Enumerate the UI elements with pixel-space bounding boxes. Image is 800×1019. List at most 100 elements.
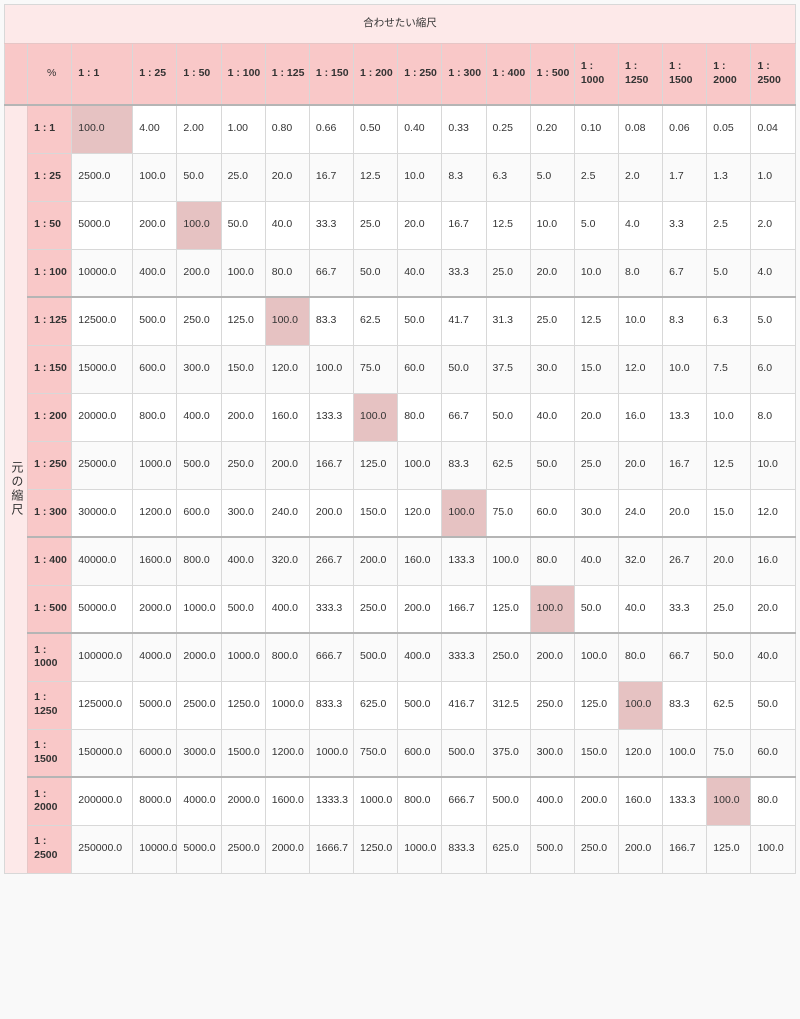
table-cell: 50.0 [177,153,221,201]
table-cell: 5000.0 [133,681,177,729]
table-cell: 1000.0 [398,825,442,873]
table-cell: 200000.0 [72,777,133,825]
table-cell: 40.0 [398,249,442,297]
table-cell: 8.3 [663,297,707,345]
table-cell: 4000.0 [177,777,221,825]
table-cell: 100.0 [663,729,707,777]
column-header: 1 : 2000 [707,44,751,106]
table-cell: 6.0 [751,345,796,393]
column-header: 1 : 2500 [751,44,796,106]
table-cell: 250.0 [354,585,398,633]
table-cell: 80.0 [398,393,442,441]
table-cell: 4000.0 [133,633,177,681]
table-cell: 100.0 [707,777,751,825]
table-cell: 400.0 [177,393,221,441]
table-cell: 300.0 [530,729,574,777]
table-cell: 250.0 [177,297,221,345]
table-cell: 166.7 [442,585,486,633]
table-cell: 125.0 [486,585,530,633]
column-header: 1 : 400 [486,44,530,106]
table-cell: 500.0 [221,585,265,633]
table-cell: 16.7 [442,201,486,249]
table-cell: 400.0 [221,537,265,585]
table-cell: 50.0 [751,681,796,729]
table-cell: 0.10 [574,105,618,153]
table-cell: 80.0 [751,777,796,825]
table-cell: 10.0 [751,441,796,489]
table-cell: 125.0 [707,825,751,873]
table-cell: 31.3 [486,297,530,345]
table-cell: 375.0 [486,729,530,777]
table-cell: 83.3 [309,297,353,345]
table-cell: 0.40 [398,105,442,153]
table-cell: 1000.0 [309,729,353,777]
table-cell: 625.0 [354,681,398,729]
table-cell: 200.0 [530,633,574,681]
table-cell: 50.0 [574,585,618,633]
table-cell: 10.0 [618,297,662,345]
column-header: 1 : 100 [221,44,265,106]
table-cell: 12.5 [574,297,618,345]
table-cell: 50.0 [354,249,398,297]
table-body: 元の縮尺1 : 1100.04.002.001.000.800.660.500.… [5,105,796,873]
row-header: 1 : 300 [28,489,72,537]
table-cell: 5000.0 [72,201,133,249]
table-cell: 300.0 [177,345,221,393]
table-cell: 320.0 [265,537,309,585]
table-row: 元の縮尺1 : 1100.04.002.001.000.800.660.500.… [5,105,796,153]
row-header: 1 : 1250 [28,681,72,729]
table-cell: 133.3 [663,777,707,825]
table-cell: 166.7 [663,825,707,873]
table-cell: 6000.0 [133,729,177,777]
table-cell: 40.0 [751,633,796,681]
table-cell: 600.0 [398,729,442,777]
table-cell: 833.3 [442,825,486,873]
table-cell: 26.7 [663,537,707,585]
table-cell: 2.5 [707,201,751,249]
table-cell: 83.3 [663,681,707,729]
table-cell: 1000.0 [221,633,265,681]
table-cell: 200.0 [309,489,353,537]
table-cell: 2500.0 [177,681,221,729]
table-cell: 8.3 [442,153,486,201]
table-cell: 312.5 [486,681,530,729]
table-cell: 10.0 [707,393,751,441]
table-cell: 266.7 [309,537,353,585]
row-header: 1 : 25 [28,153,72,201]
table-cell: 200.0 [618,825,662,873]
table-cell: 32.0 [618,537,662,585]
table-cell: 5.0 [530,153,574,201]
table-cell: 0.05 [707,105,751,153]
table-cell: 25000.0 [72,441,133,489]
table-cell: 20.0 [663,489,707,537]
table-cell: 100.0 [618,681,662,729]
table-row: 1 : 50050000.02000.01000.0500.0400.0333.… [5,585,796,633]
table-cell: 62.5 [354,297,398,345]
table-cell: 2500.0 [221,825,265,873]
table-cell: 8.0 [618,249,662,297]
row-header: 1 : 200 [28,393,72,441]
table-cell: 1200.0 [265,729,309,777]
table-cell: 1000.0 [354,777,398,825]
table-cell: 250.0 [486,633,530,681]
table-cell: 2.0 [618,153,662,201]
table-cell: 50.0 [530,441,574,489]
table-cell: 100000.0 [72,633,133,681]
column-header: 1 : 1000 [574,44,618,106]
table-cell: 5.0 [574,201,618,249]
top-header: 合わせたい縮尺 [5,5,796,44]
table-cell: 60.0 [751,729,796,777]
table-cell: 2.00 [177,105,221,153]
table-cell: 20.0 [530,249,574,297]
table-row: 1 : 1250125000.05000.02500.01250.01000.0… [5,681,796,729]
table-row: 1 : 30030000.01200.0600.0300.0240.0200.0… [5,489,796,537]
table-cell: 0.08 [618,105,662,153]
column-header: 1 : 200 [354,44,398,106]
table-cell: 20.0 [265,153,309,201]
row-header: 1 : 1000 [28,633,72,681]
table-row: 1 : 12512500.0500.0250.0125.0100.083.362… [5,297,796,345]
table-cell: 25.0 [707,585,751,633]
table-row: 1 : 2000200000.08000.04000.02000.01600.0… [5,777,796,825]
table-cell: 30.0 [530,345,574,393]
table-cell: 5.0 [707,249,751,297]
